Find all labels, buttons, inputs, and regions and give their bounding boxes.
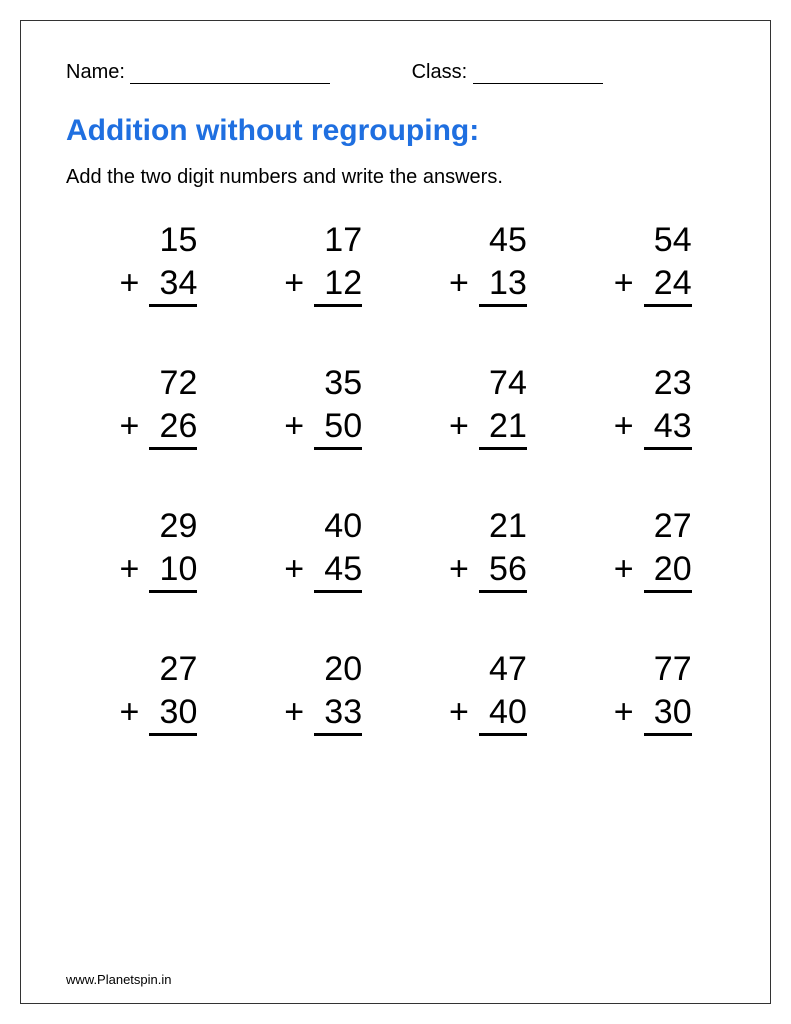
addend-top: 15 [93,219,203,262]
plus-sign: + [614,548,634,591]
problem: 77 +30 [588,648,698,736]
worksheet-title: Addition without regrouping: [66,114,725,148]
plus-sign: + [284,262,304,305]
addend-top: 20 [258,648,368,691]
addend-bottom: 30 [644,691,692,737]
problem: 72 +26 [93,362,203,450]
addend-top: 40 [258,505,368,548]
addend-bottom: 40 [479,691,527,737]
addend-top: 21 [423,505,533,548]
addend-top: 17 [258,219,368,262]
problem: 15 +34 [93,219,203,307]
plus-sign: + [120,691,140,734]
addend-top: 54 [588,219,698,262]
problems-grid: 15 +34 17 +12 45 +13 54 +24 72 +26 35 +5… [66,219,725,736]
addend-bottom: 26 [149,405,197,451]
addend-bottom: 30 [149,691,197,737]
problem: 35 +50 [258,362,368,450]
header-line: Name: Class: [66,61,725,84]
addend-bottom: 12 [314,262,362,308]
plus-sign: + [614,405,634,448]
plus-sign: + [449,405,469,448]
addend-top: 74 [423,362,533,405]
plus-sign: + [284,548,304,591]
addend-bottom: 45 [314,548,362,594]
addend-bottom: 34 [149,262,197,308]
addend-bottom: 56 [479,548,527,594]
problem: 27 +20 [588,505,698,593]
addend-bottom: 20 [644,548,692,594]
class-label: Class: [412,61,468,84]
addend-top: 27 [588,505,698,548]
addend-bottom: 21 [479,405,527,451]
plus-sign: + [449,548,469,591]
plus-sign: + [449,691,469,734]
plus-sign: + [120,405,140,448]
problem: 23 +43 [588,362,698,450]
addend-top: 72 [93,362,203,405]
plus-sign: + [614,691,634,734]
addend-top: 29 [93,505,203,548]
addend-bottom: 50 [314,405,362,451]
addend-top: 27 [93,648,203,691]
addend-bottom: 43 [644,405,692,451]
problem: 47 +40 [423,648,533,736]
plus-sign: + [284,691,304,734]
plus-sign: + [614,262,634,305]
problem: 45 +13 [423,219,533,307]
addend-top: 45 [423,219,533,262]
plus-sign: + [120,548,140,591]
plus-sign: + [120,262,140,305]
instruction-text: Add the two digit numbers and write the … [66,166,725,189]
addend-top: 35 [258,362,368,405]
addend-bottom: 10 [149,548,197,594]
worksheet-frame: Name: Class: Addition without regrouping… [20,20,771,1004]
addend-top: 77 [588,648,698,691]
problem: 21 +56 [423,505,533,593]
problem: 17 +12 [258,219,368,307]
addend-bottom: 13 [479,262,527,308]
plus-sign: + [449,262,469,305]
problem: 20 +33 [258,648,368,736]
problem: 40 +45 [258,505,368,593]
class-blank[interactable] [473,65,603,84]
addend-top: 47 [423,648,533,691]
name-blank[interactable] [130,65,330,84]
problem: 54 +24 [588,219,698,307]
problem: 27 +30 [93,648,203,736]
worksheet-page: Name: Class: Addition without regrouping… [0,0,791,1024]
problem: 74 +21 [423,362,533,450]
plus-sign: + [284,405,304,448]
addend-bottom: 33 [314,691,362,737]
addend-bottom: 24 [644,262,692,308]
name-label: Name: [66,61,125,84]
footer-text: www.Planetspin.in [66,972,172,987]
addend-top: 23 [588,362,698,405]
problem: 29 +10 [93,505,203,593]
